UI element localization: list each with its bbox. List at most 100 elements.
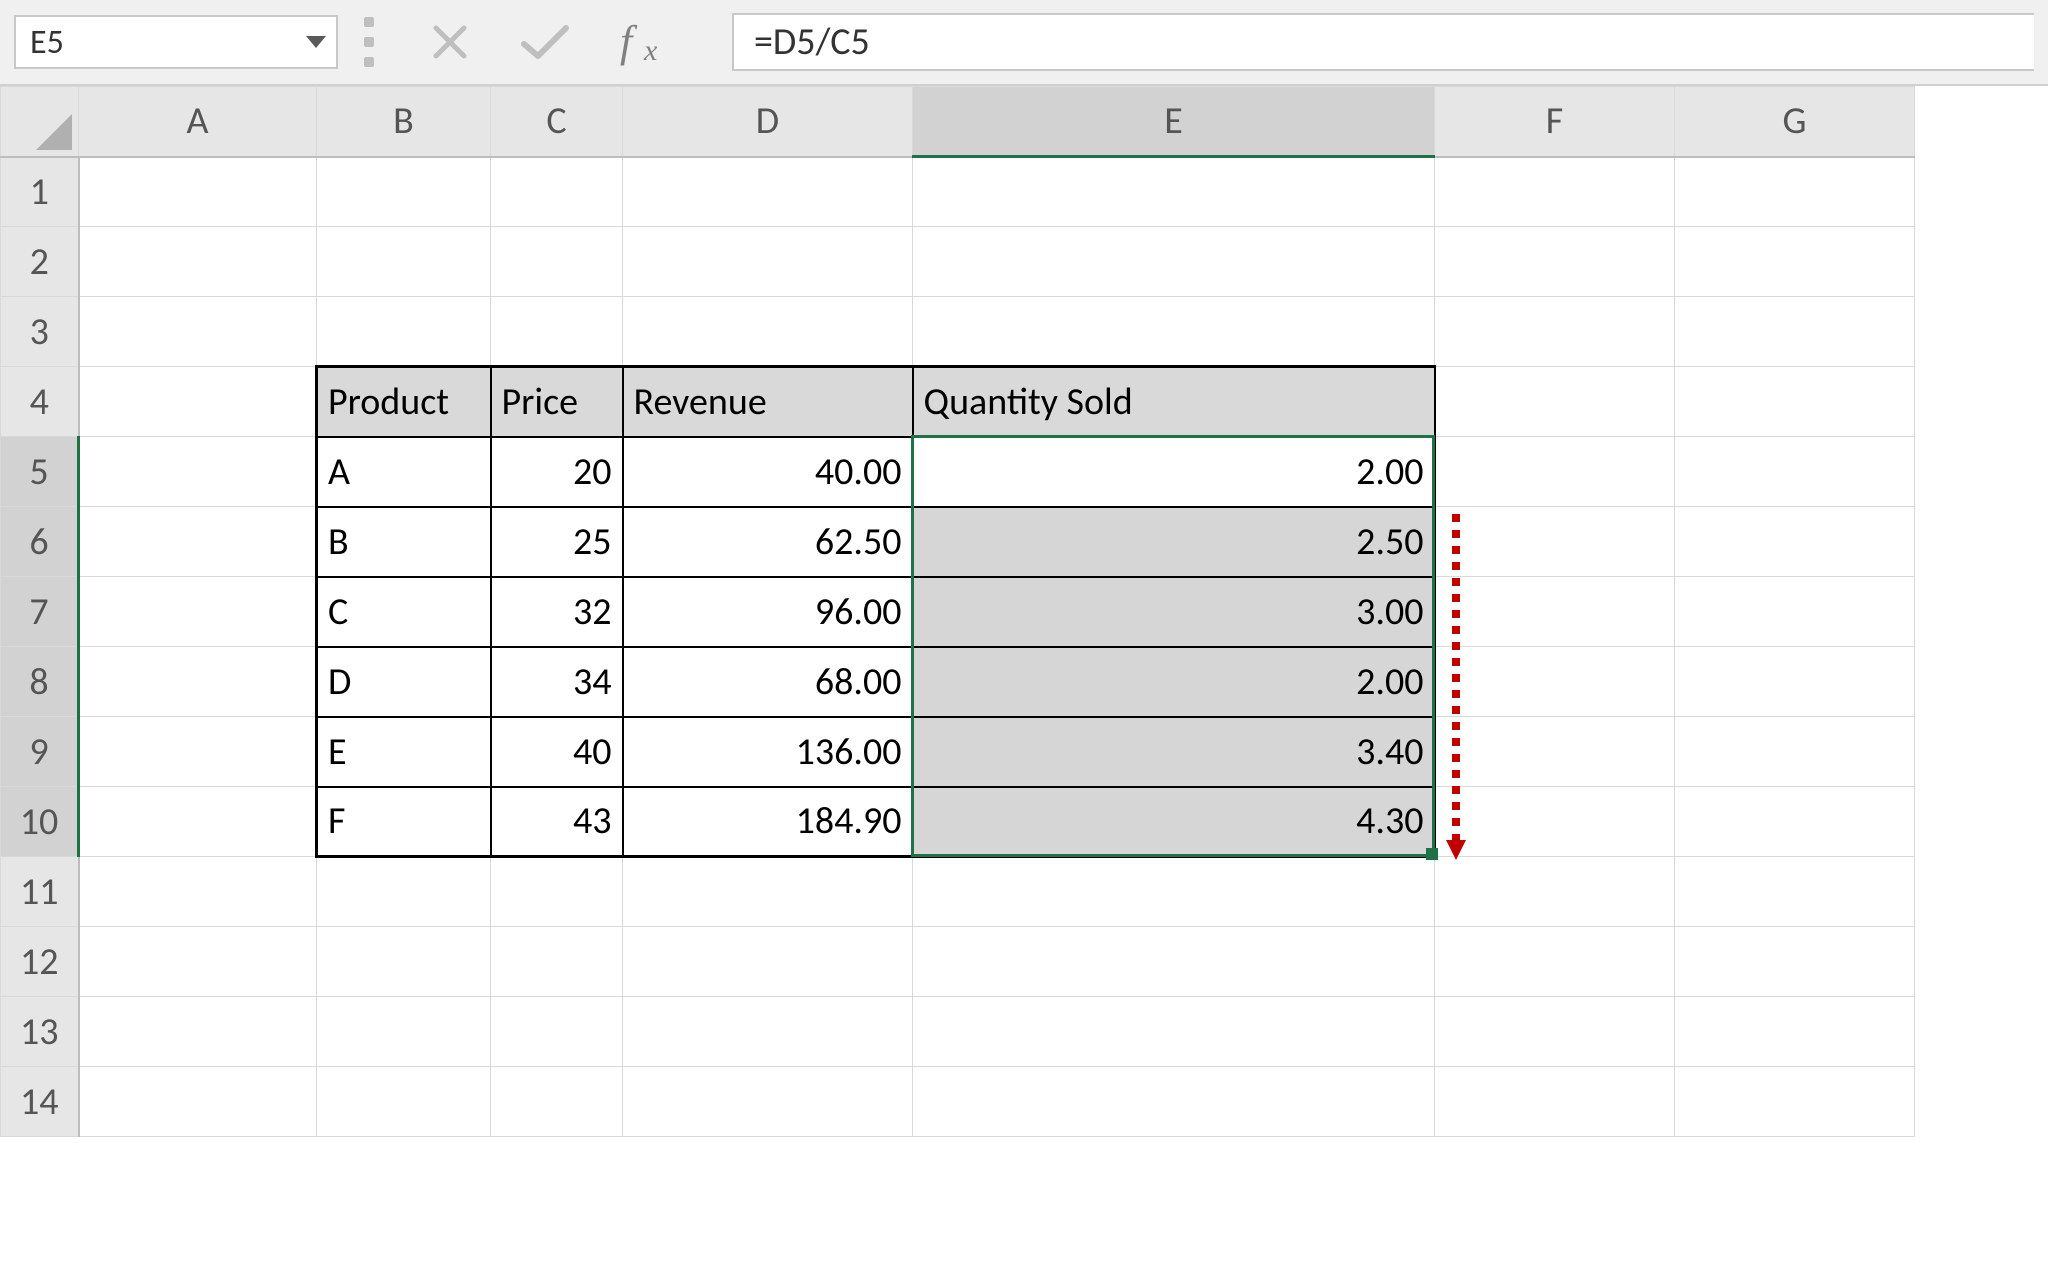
cell-F9[interactable] <box>1435 717 1675 787</box>
column-header-A[interactable]: A <box>79 87 317 157</box>
cell-D10[interactable]: 184.90 <box>623 787 913 857</box>
cell-D3[interactable] <box>623 297 913 367</box>
cell-B10[interactable]: F <box>317 787 491 857</box>
column-header-F[interactable]: F <box>1435 87 1675 157</box>
cell-F5[interactable] <box>1435 437 1675 507</box>
cell-A7[interactable] <box>79 577 317 647</box>
row-header-10[interactable]: 10 <box>1 787 79 857</box>
row-header-4[interactable]: 4 <box>1 367 79 437</box>
row-header-1[interactable]: 1 <box>1 157 79 227</box>
cell-G5[interactable] <box>1675 437 1915 507</box>
cell-C2[interactable] <box>491 227 623 297</box>
cell-A1[interactable] <box>79 157 317 227</box>
cell-B12[interactable] <box>317 927 491 997</box>
cell-A8[interactable] <box>79 647 317 717</box>
cell-A5[interactable] <box>79 437 317 507</box>
cell-G2[interactable] <box>1675 227 1915 297</box>
cell-E8[interactable]: 2.00 <box>913 647 1435 717</box>
cell-C13[interactable] <box>491 997 623 1067</box>
cell-F6[interactable] <box>1435 507 1675 577</box>
name-box[interactable]: E5 <box>14 15 338 69</box>
column-header-B[interactable]: B <box>317 87 491 157</box>
cell-F14[interactable] <box>1435 1067 1675 1137</box>
cell-D6[interactable]: 62.50 <box>623 507 913 577</box>
row-header-12[interactable]: 12 <box>1 927 79 997</box>
cell-D14[interactable] <box>623 1067 913 1137</box>
cell-B4[interactable]: Product <box>317 367 491 437</box>
cell-A4[interactable] <box>79 367 317 437</box>
cell-F2[interactable] <box>1435 227 1675 297</box>
cell-B11[interactable] <box>317 857 491 927</box>
cell-B13[interactable] <box>317 997 491 1067</box>
cell-B9[interactable]: E <box>317 717 491 787</box>
cell-C7[interactable]: 32 <box>491 577 623 647</box>
cell-F7[interactable] <box>1435 577 1675 647</box>
cell-G4[interactable] <box>1675 367 1915 437</box>
cell-D1[interactable] <box>623 157 913 227</box>
cell-D2[interactable] <box>623 227 913 297</box>
cell-E12[interactable] <box>913 927 1435 997</box>
cell-G7[interactable] <box>1675 577 1915 647</box>
cell-G3[interactable] <box>1675 297 1915 367</box>
row-header-5[interactable]: 5 <box>1 437 79 507</box>
cell-B5[interactable]: A <box>317 437 491 507</box>
cell-E6[interactable]: 2.50 <box>913 507 1435 577</box>
column-header-G[interactable]: G <box>1675 87 1915 157</box>
cell-A13[interactable] <box>79 997 317 1067</box>
cell-F12[interactable] <box>1435 927 1675 997</box>
cell-A12[interactable] <box>79 927 317 997</box>
cell-D11[interactable] <box>623 857 913 927</box>
name-box-dropdown-icon[interactable] <box>306 36 326 48</box>
cell-F8[interactable] <box>1435 647 1675 717</box>
cell-E4[interactable]: Quantity Sold <box>913 367 1435 437</box>
cell-E3[interactable] <box>913 297 1435 367</box>
cell-G1[interactable] <box>1675 157 1915 227</box>
cell-F1[interactable] <box>1435 157 1675 227</box>
cell-C3[interactable] <box>491 297 623 367</box>
cell-A3[interactable] <box>79 297 317 367</box>
select-all-corner[interactable] <box>1 87 79 157</box>
cell-D13[interactable] <box>623 997 913 1067</box>
cell-D9[interactable]: 136.00 <box>623 717 913 787</box>
cell-G14[interactable] <box>1675 1067 1915 1137</box>
row-header-13[interactable]: 13 <box>1 997 79 1067</box>
cell-E9[interactable]: 3.40 <box>913 717 1435 787</box>
cell-C9[interactable]: 40 <box>491 717 623 787</box>
cell-B2[interactable] <box>317 227 491 297</box>
cell-D8[interactable]: 68.00 <box>623 647 913 717</box>
cell-F13[interactable] <box>1435 997 1675 1067</box>
cell-C14[interactable] <box>491 1067 623 1137</box>
cell-B8[interactable]: D <box>317 647 491 717</box>
row-header-7[interactable]: 7 <box>1 577 79 647</box>
cell-C6[interactable]: 25 <box>491 507 623 577</box>
cell-D4[interactable]: Revenue <box>623 367 913 437</box>
row-header-9[interactable]: 9 <box>1 717 79 787</box>
cell-B6[interactable]: B <box>317 507 491 577</box>
cell-A14[interactable] <box>79 1067 317 1137</box>
cell-F4[interactable] <box>1435 367 1675 437</box>
cell-E1[interactable] <box>913 157 1435 227</box>
cell-D12[interactable] <box>623 927 913 997</box>
column-header-E[interactable]: E <box>913 87 1435 157</box>
row-header-8[interactable]: 8 <box>1 647 79 717</box>
cell-A2[interactable] <box>79 227 317 297</box>
fx-icon[interactable]: f x <box>620 18 680 66</box>
cell-G13[interactable] <box>1675 997 1915 1067</box>
cell-E7[interactable]: 3.00 <box>913 577 1435 647</box>
cell-E14[interactable] <box>913 1067 1435 1137</box>
cell-E2[interactable] <box>913 227 1435 297</box>
grid[interactable]: ABCDEFG1234ProductPriceRevenueQuantity S… <box>0 86 1915 1137</box>
cell-E11[interactable] <box>913 857 1435 927</box>
column-header-D[interactable]: D <box>623 87 913 157</box>
cell-F11[interactable] <box>1435 857 1675 927</box>
cell-B14[interactable] <box>317 1067 491 1137</box>
cell-G10[interactable] <box>1675 787 1915 857</box>
cell-G6[interactable] <box>1675 507 1915 577</box>
cell-E13[interactable] <box>913 997 1435 1067</box>
cell-C4[interactable]: Price <box>491 367 623 437</box>
cell-C8[interactable]: 34 <box>491 647 623 717</box>
cell-G8[interactable] <box>1675 647 1915 717</box>
row-header-14[interactable]: 14 <box>1 1067 79 1137</box>
cell-A9[interactable] <box>79 717 317 787</box>
column-header-C[interactable]: C <box>491 87 623 157</box>
